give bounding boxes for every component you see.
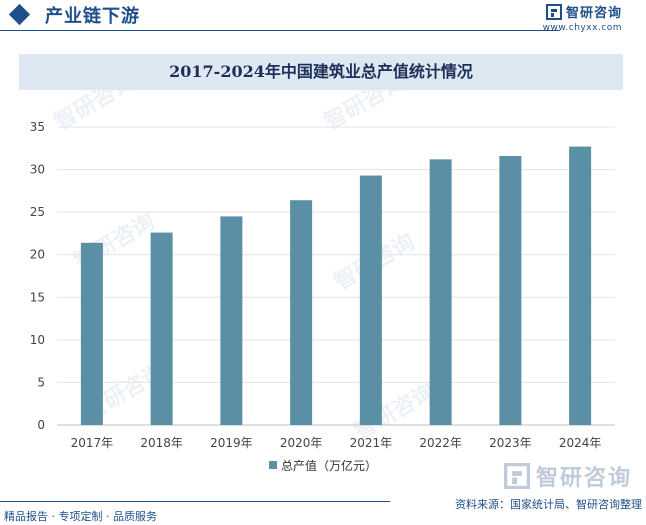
- header-divider: [0, 30, 560, 31]
- y-tick-label: 10: [30, 333, 45, 347]
- bar-2018年: [150, 232, 173, 425]
- y-tick-label: 0: [37, 418, 45, 432]
- bottom-watermark-logo: 智研咨询: [503, 460, 632, 492]
- bar-2017年: [80, 242, 103, 425]
- x-tick-label: 2017年: [71, 436, 114, 450]
- x-tick-label: 2020年: [280, 436, 323, 450]
- y-tick-label: 35: [30, 120, 45, 134]
- section-title: 产业链下游: [45, 6, 140, 27]
- x-tick-label: 2018年: [140, 436, 183, 450]
- brand-logo-url: www.chyxx.com: [542, 23, 622, 33]
- data-source: 资料来源：国家统计局、智研咨询整理: [455, 498, 642, 511]
- brand-logo: 智研咨询 www.chyxx.com: [543, 2, 622, 33]
- bar-2021年: [359, 175, 382, 425]
- footer-divider: [0, 501, 390, 502]
- y-tick-label: 30: [30, 163, 45, 177]
- y-tick-label: 25: [30, 205, 45, 219]
- x-tick-label: 2024年: [559, 436, 602, 450]
- brand-logo-icon: [503, 463, 530, 489]
- brand-logo-icon: [545, 3, 562, 20]
- legend-swatch: [268, 461, 277, 469]
- y-axis-ticks: 0 5 10 15 20 25 30 35: [30, 120, 45, 432]
- bars: [80, 146, 592, 425]
- y-tick-label: 20: [30, 248, 45, 262]
- legend: 总产值（万亿元）: [0, 457, 646, 474]
- bottom-logo-name: 智研咨询: [535, 466, 632, 491]
- footer-tagline: 精品报告 · 专项定制 · 品质服务: [4, 510, 157, 523]
- bar-2023年: [499, 155, 522, 425]
- x-axis-ticks: 2017年 2018年 2019年 2020年 2021年 2022年 2023年 2024年: [71, 436, 602, 450]
- y-tick-label: 15: [30, 290, 45, 304]
- x-tick-label: 2019年: [210, 436, 253, 450]
- y-tick-label: 5: [37, 375, 45, 389]
- bar-2019年: [220, 216, 243, 425]
- x-tick-label: 2023年: [489, 436, 532, 450]
- bar-2024年: [569, 146, 592, 425]
- gridlines: [57, 126, 615, 426]
- bar-2020年: [290, 200, 313, 425]
- bar-2022年: [429, 159, 452, 425]
- x-tick-label: 2021年: [350, 436, 393, 450]
- legend-label: 总产值（万亿元）: [280, 459, 377, 473]
- brand-logo-name: 智研咨询: [565, 6, 622, 21]
- x-tick-label: 2022年: [419, 436, 462, 450]
- chart-title: 2017-2024年中国建筑业总产值统计情况: [19, 54, 623, 90]
- page-header: 产业链下游 智研咨询 www.chyxx.com: [0, 0, 646, 40]
